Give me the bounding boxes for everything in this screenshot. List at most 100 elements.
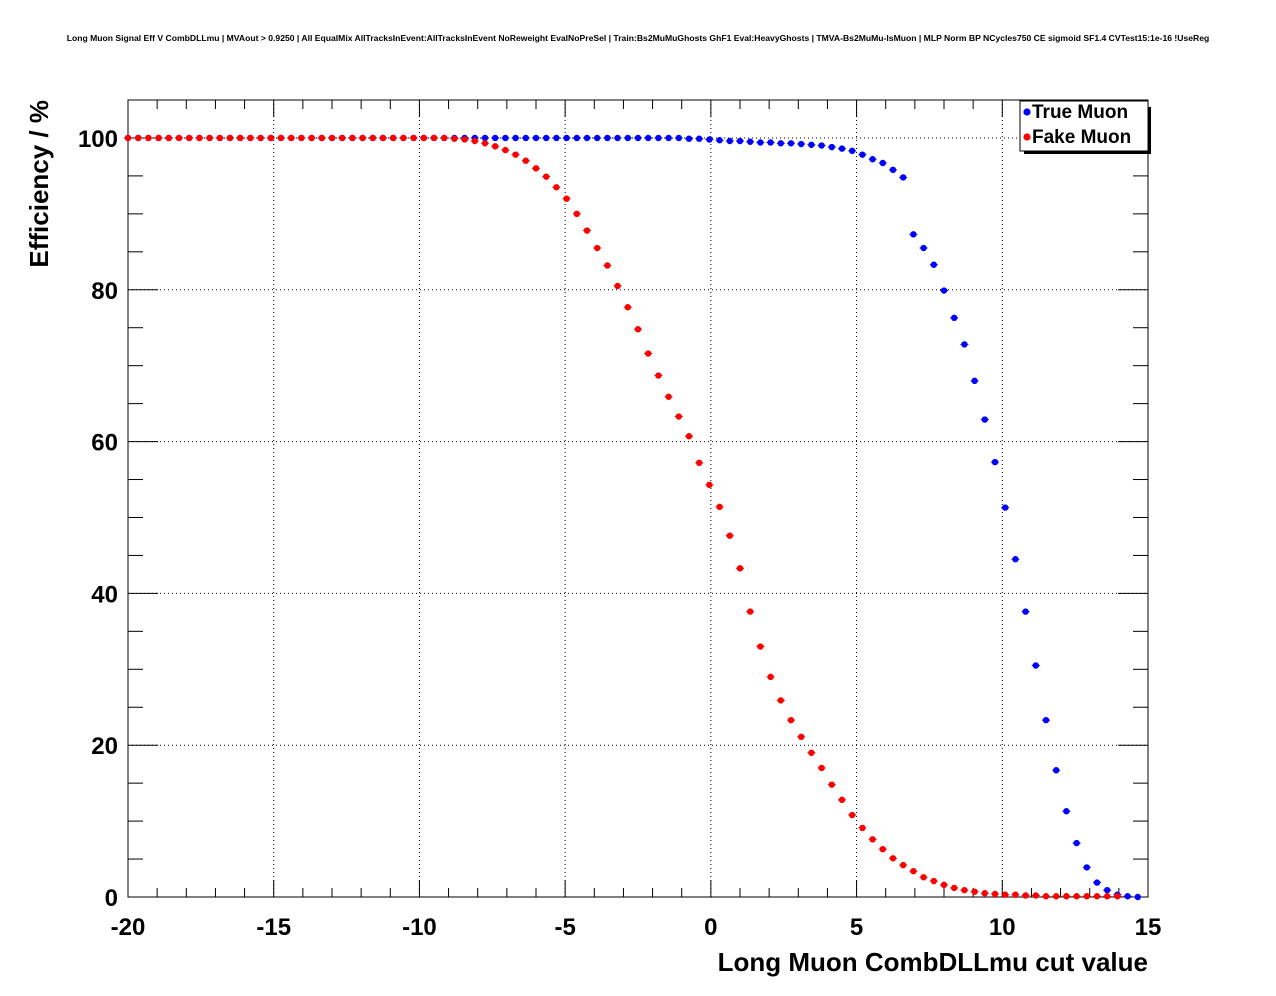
- data-point: [991, 890, 999, 898]
- data-point: [583, 134, 591, 142]
- data-point: [900, 861, 907, 869]
- y-tick-label: 0: [105, 885, 118, 912]
- x-tick-labels: -20 -15 -10 -5 0 5 10 15: [111, 914, 1162, 941]
- data-point: [757, 643, 764, 650]
- data-point: [502, 134, 509, 142]
- data-point: [951, 314, 958, 322]
- data-point: [675, 413, 682, 420]
- x-tick-label: 5: [850, 914, 863, 941]
- data-point: [573, 210, 580, 218]
- data-point: [900, 174, 907, 181]
- data-point: [706, 136, 713, 143]
- data-point: [757, 139, 764, 146]
- legend: True Muon Fake Muon: [1019, 100, 1151, 154]
- data-point: [492, 143, 499, 150]
- data-point: [1012, 556, 1019, 563]
- data-point: [196, 134, 203, 142]
- data-point: [838, 796, 846, 804]
- data-point: [624, 134, 631, 142]
- data-point: [145, 134, 152, 142]
- data-series: [124, 134, 1142, 901]
- data-point: [859, 151, 866, 158]
- data-point: [767, 139, 774, 146]
- data-point: [502, 146, 509, 154]
- grid: [128, 100, 1148, 897]
- data-point: [298, 134, 305, 142]
- data-point: [441, 134, 448, 142]
- data-point: [1093, 893, 1101, 900]
- data-point: [420, 134, 427, 142]
- x-tick-label: -20: [111, 914, 146, 941]
- data-point: [930, 261, 937, 268]
- data-point: [349, 134, 356, 142]
- data-point: [665, 393, 672, 400]
- data-point: [624, 304, 631, 311]
- data-point: [175, 134, 183, 142]
- data-point: [726, 137, 733, 145]
- data-point: [400, 134, 407, 142]
- data-point: [604, 262, 611, 269]
- data-point: [267, 134, 274, 142]
- y-tick-label: 40: [91, 581, 118, 608]
- data-point: [940, 881, 948, 889]
- data-point: [849, 811, 856, 819]
- data-point: [655, 134, 662, 142]
- data-point: [971, 377, 978, 385]
- data-point: [747, 138, 754, 145]
- data-point: [339, 134, 346, 142]
- data-point: [930, 877, 937, 885]
- data-point: [328, 134, 336, 142]
- legend-box: [1019, 100, 1149, 152]
- data-point: [634, 326, 642, 333]
- x-tick-label: 0: [704, 914, 717, 941]
- data-point: [532, 134, 540, 142]
- data-point: [512, 151, 519, 158]
- data-point: [1104, 893, 1111, 900]
- data-point: [553, 184, 560, 191]
- y-tick-label: 100: [78, 126, 118, 153]
- data-point: [971, 888, 978, 895]
- data-point: [920, 244, 927, 252]
- data-point: [1012, 891, 1019, 898]
- data-point: [736, 565, 744, 572]
- data-point: [573, 134, 580, 142]
- data-point: [665, 134, 672, 142]
- x-tick-label: -10: [402, 914, 437, 941]
- data-point: [594, 244, 601, 252]
- data-point: [736, 137, 744, 145]
- y-axis-title: Efficiency / %: [24, 100, 54, 268]
- data-point: [808, 141, 815, 148]
- data-point: [716, 137, 723, 144]
- data-point: [859, 824, 866, 832]
- axis-ticks: [127, 99, 1149, 898]
- data-point: [849, 147, 856, 155]
- legend-label-true-muon: True Muon: [1032, 102, 1128, 123]
- data-point: [1042, 893, 1050, 900]
- legend-marker-true-muon: [1023, 108, 1031, 116]
- data-point: [288, 134, 295, 142]
- data-point: [379, 134, 387, 142]
- data-point: [777, 697, 784, 704]
- data-point: [879, 159, 886, 167]
- data-point: [543, 173, 550, 180]
- data-point: [961, 341, 968, 348]
- x-tick-label: 10: [989, 914, 1016, 941]
- data-point: [777, 140, 784, 147]
- data-point: [481, 134, 489, 142]
- data-point: [369, 134, 376, 142]
- data-point: [1002, 504, 1009, 511]
- data-point: [308, 134, 315, 142]
- data-point: [359, 134, 366, 142]
- legend-marker-fake-muon: [1023, 133, 1031, 141]
- data-point: [685, 433, 693, 440]
- data-point: [318, 134, 325, 142]
- data-point: [553, 134, 560, 142]
- data-point: [1022, 608, 1029, 615]
- data-point: [798, 140, 805, 148]
- data-point: [1053, 767, 1060, 774]
- data-point: [1124, 893, 1131, 900]
- data-point: [1104, 886, 1111, 894]
- data-point: [828, 143, 835, 151]
- data-point: [634, 134, 642, 142]
